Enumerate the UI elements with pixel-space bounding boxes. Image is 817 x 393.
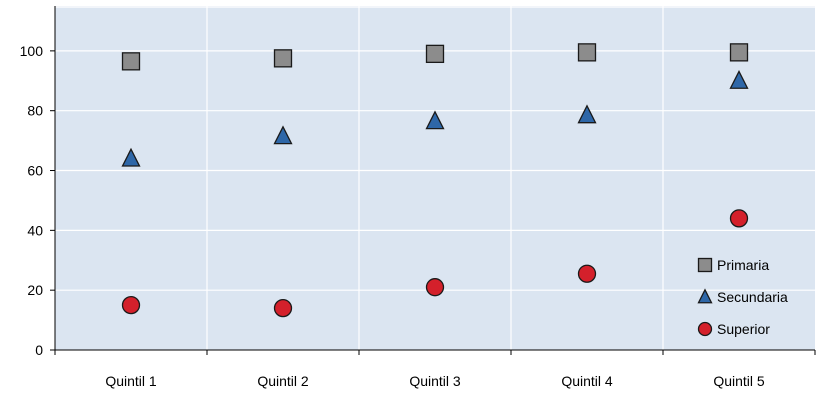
data-points — [121, 43, 749, 318]
point-secundaria-q5 — [729, 69, 749, 89]
legend-marker-primaria — [697, 257, 713, 273]
point-secundaria-q1 — [121, 147, 141, 167]
y-tick-label-80: 80 — [27, 103, 43, 119]
y-tick-label-0: 0 — [35, 342, 43, 358]
x-tick-label-4: Quintil 4 — [561, 373, 613, 389]
legend: Primaria Secundaria Superior — [697, 257, 788, 337]
y-tick-label-100: 100 — [20, 43, 44, 59]
x-tick-label-1: Quintil 1 — [105, 373, 157, 389]
legend-label-secundaria: Secundaria — [717, 289, 788, 305]
point-secundaria-q2 — [273, 125, 293, 145]
point-primaria-q1 — [121, 52, 141, 71]
point-superior-q5 — [729, 209, 749, 228]
point-primaria-q4 — [577, 43, 597, 62]
x-tick-label-2: Quintil 2 — [257, 373, 309, 389]
gridlines — [55, 6, 815, 350]
point-superior-q4 — [577, 264, 597, 283]
point-primaria-q5 — [729, 43, 749, 62]
point-secundaria-q4 — [577, 104, 597, 124]
y-tick-label-40: 40 — [27, 222, 43, 238]
x-tick-label-3: Quintil 3 — [409, 373, 461, 389]
x-tick-label-5: Quintil 5 — [713, 373, 765, 389]
point-secundaria-q3 — [425, 110, 445, 130]
point-superior-q3 — [425, 278, 445, 297]
legend-label-primaria: Primaria — [717, 257, 769, 273]
axes: 0 20 40 60 80 100 Quintil 1 Quintil 2 Quintil 3 Q… — [20, 6, 816, 389]
legend-marker-secundaria — [697, 288, 713, 304]
legend-marker-superior — [697, 321, 713, 337]
point-primaria-q3 — [425, 44, 445, 64]
legend-label-superior: Superior — [717, 321, 770, 337]
point-superior-q2 — [273, 298, 293, 318]
point-primaria-q2 — [273, 49, 293, 68]
y-tick-label-20: 20 — [27, 282, 43, 298]
point-superior-q1 — [121, 295, 141, 315]
y-tick-label-60: 60 — [27, 163, 43, 179]
